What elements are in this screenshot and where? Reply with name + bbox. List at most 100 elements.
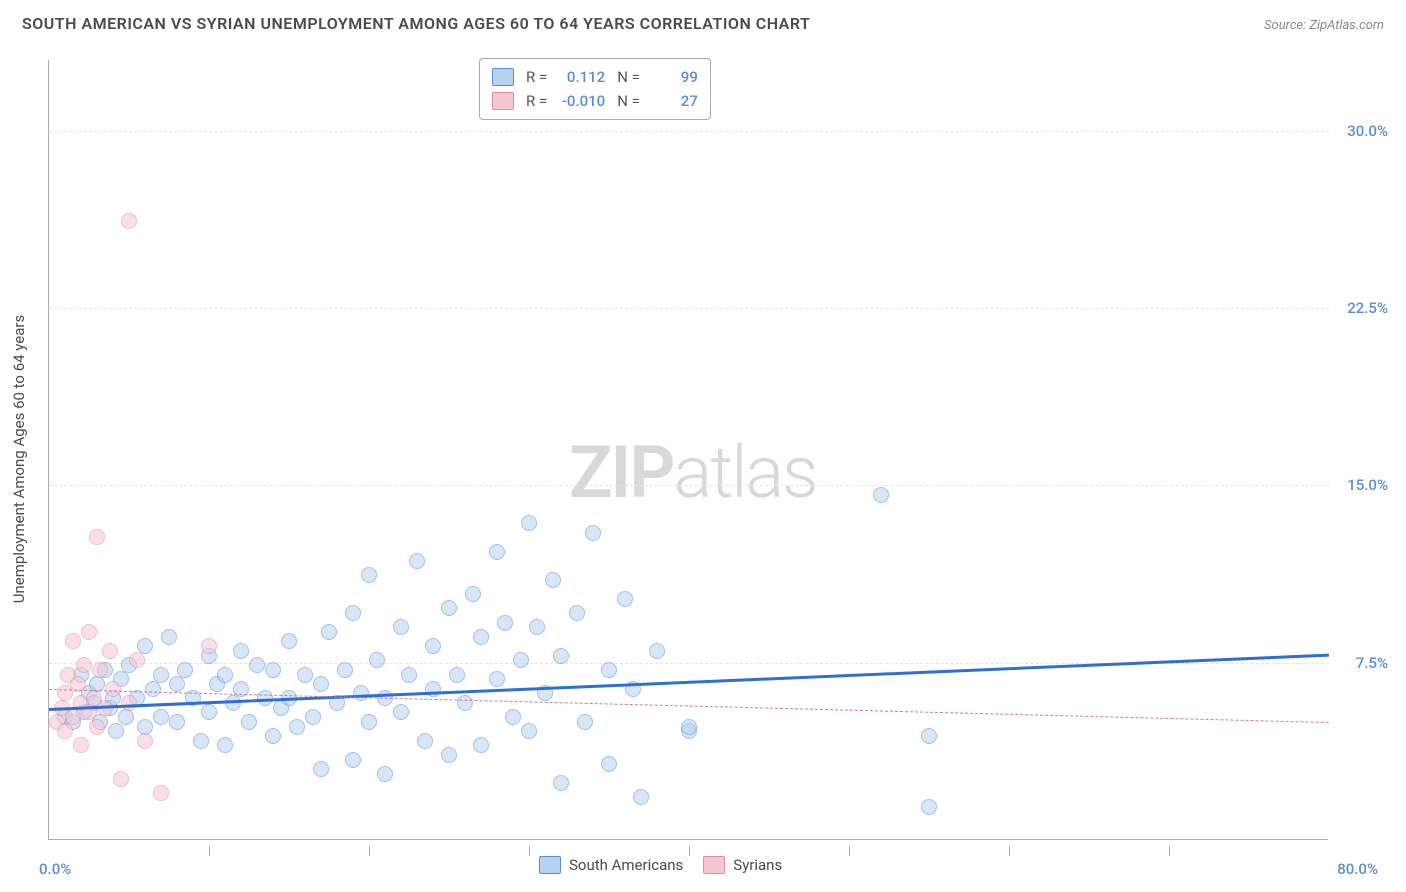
data-point <box>177 662 193 678</box>
data-point <box>169 714 185 730</box>
x-axis-max-label: 80.0% <box>1337 860 1378 878</box>
n-value: 27 <box>648 89 698 113</box>
bottom-legend-item: South Americans <box>539 856 683 874</box>
legend-label: Syrians <box>733 856 782 874</box>
data-point <box>121 213 137 229</box>
watermark: ZIPatlas <box>569 430 817 515</box>
data-point <box>265 662 281 678</box>
data-point <box>313 761 329 777</box>
data-point <box>505 709 521 725</box>
data-point <box>108 723 124 739</box>
n-label: N = <box>617 89 640 113</box>
data-point <box>497 615 513 631</box>
data-point <box>153 709 169 725</box>
data-point <box>417 733 433 749</box>
legend-label: South Americans <box>569 856 683 874</box>
data-point <box>92 662 108 678</box>
gridline <box>49 308 1329 309</box>
data-point <box>633 789 649 805</box>
gridline <box>49 485 1329 486</box>
data-point <box>153 667 169 683</box>
data-point <box>297 667 313 683</box>
data-point <box>529 619 545 635</box>
top-legend: R = 0.112 N = 99 R = -0.010 N = 27 <box>479 58 711 120</box>
data-point <box>577 714 593 730</box>
r-value: 0.112 <box>555 65 605 89</box>
n-value: 99 <box>648 65 698 89</box>
x-tick <box>209 846 210 856</box>
data-point <box>113 771 129 787</box>
data-point <box>513 652 529 668</box>
data-point <box>193 733 209 749</box>
data-point <box>201 638 217 654</box>
data-point <box>361 567 377 583</box>
legend-swatch <box>492 92 514 110</box>
data-point <box>57 723 73 739</box>
data-point <box>145 681 161 697</box>
data-point <box>81 624 97 640</box>
data-point <box>425 638 441 654</box>
data-point <box>521 723 537 739</box>
r-value: -0.010 <box>555 89 605 113</box>
data-point <box>137 733 153 749</box>
r-label: R = <box>526 89 547 113</box>
data-point <box>265 728 281 744</box>
data-point <box>102 643 118 659</box>
data-point <box>369 652 385 668</box>
data-point <box>217 737 233 753</box>
y-tick-label: 22.5% <box>1347 299 1388 317</box>
y-tick-label: 15.0% <box>1347 476 1388 494</box>
chart-source: Source: ZipAtlas.com <box>1264 18 1384 33</box>
data-point <box>89 719 105 735</box>
data-point <box>65 709 81 725</box>
r-label: R = <box>526 65 547 89</box>
data-point <box>473 737 489 753</box>
data-point <box>313 676 329 692</box>
legend-swatch <box>703 856 725 874</box>
data-point <box>601 662 617 678</box>
gridline <box>49 131 1329 132</box>
data-point <box>249 657 265 673</box>
data-point <box>73 737 89 753</box>
data-point <box>169 676 185 692</box>
y-axis-label: Unemployment Among Ages 60 to 64 years <box>10 315 28 603</box>
data-point <box>281 633 297 649</box>
data-point <box>457 695 473 711</box>
data-point <box>617 591 633 607</box>
data-point <box>345 752 361 768</box>
bottom-legend: South Americans Syrians <box>539 856 782 874</box>
data-point <box>241 714 257 730</box>
data-point <box>553 775 569 791</box>
n-label: N = <box>617 65 640 89</box>
data-point <box>121 695 137 711</box>
data-point <box>305 709 321 725</box>
data-point <box>161 629 177 645</box>
x-axis-min-label: 0.0% <box>39 860 71 878</box>
y-tick-label: 30.0% <box>1347 122 1388 140</box>
data-point <box>465 586 481 602</box>
chart-container: ZIPatlas R =0.112N =99R =-0.010N =27 Une… <box>48 60 1388 840</box>
data-point <box>353 685 369 701</box>
data-point <box>873 487 889 503</box>
data-point <box>217 667 233 683</box>
data-point <box>393 619 409 635</box>
chart-title: SOUTH AMERICAN VS SYRIAN UNEMPLOYMENT AM… <box>22 14 810 33</box>
bottom-legend-item: Syrians <box>703 856 782 874</box>
data-point <box>441 747 457 763</box>
data-point <box>361 714 377 730</box>
data-point <box>76 657 92 673</box>
data-point <box>553 648 569 664</box>
data-point <box>153 785 169 801</box>
x-tick <box>1009 846 1010 856</box>
data-point <box>401 667 417 683</box>
data-point <box>105 681 121 697</box>
x-tick <box>369 846 370 856</box>
data-point <box>921 728 937 744</box>
x-tick <box>1169 846 1170 856</box>
data-point <box>409 553 425 569</box>
data-point <box>201 704 217 720</box>
data-point <box>233 643 249 659</box>
data-point <box>489 544 505 560</box>
plot-area: ZIPatlas R =0.112N =99R =-0.010N =27 Une… <box>48 60 1328 840</box>
x-tick <box>529 846 530 856</box>
